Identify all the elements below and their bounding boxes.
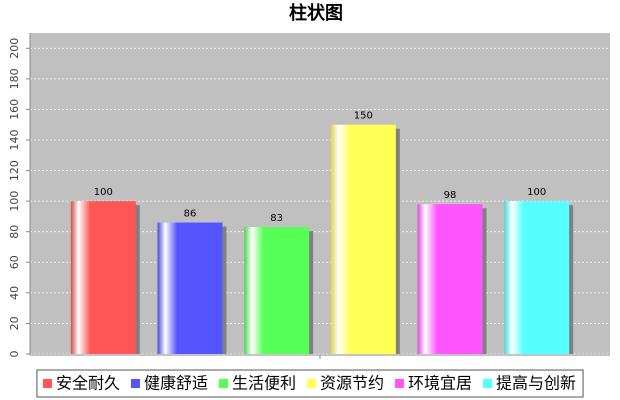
legend-swatch — [483, 379, 493, 388]
y-tick-label: 200 — [8, 38, 21, 59]
chart-title: 柱状图 — [289, 2, 343, 24]
bar — [70, 201, 136, 354]
value-label: 83 — [270, 213, 283, 224]
y-tick-label: 40 — [8, 286, 21, 300]
value-label: 100 — [527, 187, 546, 198]
y-tick-label: 120 — [8, 160, 21, 181]
legend-swatch — [218, 379, 228, 388]
y-tick-label: 80 — [8, 225, 21, 239]
y-tick-label: 180 — [8, 68, 21, 89]
y-tick-label: 140 — [8, 130, 21, 151]
legend-label: 资源节约 — [320, 374, 384, 393]
value-label: 100 — [94, 187, 113, 198]
bar — [157, 222, 223, 354]
legend-label: 提高与创新 — [496, 374, 576, 393]
legend-swatch — [130, 379, 140, 388]
legend-swatch — [395, 379, 405, 388]
value-label: 86 — [184, 209, 197, 220]
value-label: 98 — [444, 190, 457, 201]
bar — [417, 204, 483, 354]
y-tick-label: 20 — [8, 316, 21, 330]
y-tick-label: 60 — [8, 255, 21, 269]
legend-label: 安全耐久 — [56, 374, 120, 393]
legend-label: 环境宜居 — [408, 374, 472, 393]
y-tick-label: 160 — [8, 99, 21, 120]
legend-swatch — [42, 379, 52, 388]
bar — [244, 227, 310, 354]
legend-label: 健康舒适 — [144, 374, 208, 393]
value-label: 150 — [354, 111, 373, 122]
legend-label: 生活便利 — [232, 374, 296, 393]
legend: 安全耐久 健康舒适 生活便利 资源节约 环境宜居 提高与创新 — [36, 369, 584, 398]
y-tick-label: 0 — [8, 351, 21, 358]
bar — [330, 124, 396, 354]
y-tick-label: 100 — [8, 191, 21, 212]
legend-swatch — [307, 379, 316, 388]
bar — [504, 201, 570, 354]
